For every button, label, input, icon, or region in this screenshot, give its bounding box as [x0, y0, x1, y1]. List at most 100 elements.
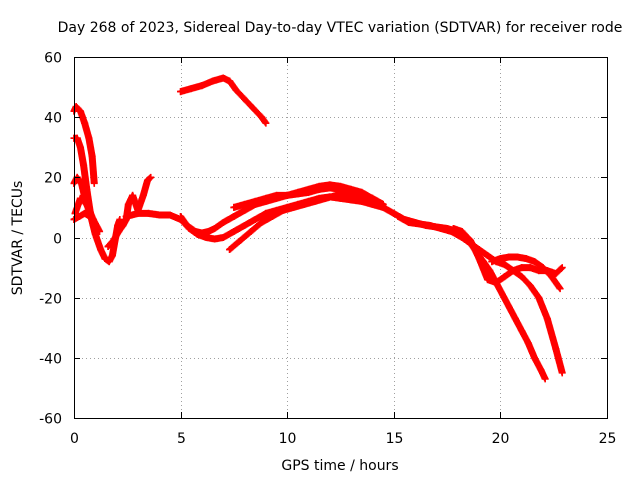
data-point: [305, 185, 313, 193]
data-point: [311, 197, 319, 205]
data-point: [558, 264, 566, 272]
data-point: [486, 267, 494, 275]
x-tick-label: 0: [70, 431, 79, 447]
data-point: [76, 143, 84, 151]
data-point: [449, 224, 457, 232]
y-tick-label: 0: [53, 232, 62, 248]
data-point: [155, 211, 163, 219]
data-point: [379, 200, 387, 208]
data-point: [241, 221, 249, 229]
data-point: [204, 227, 212, 235]
data-point: [77, 179, 85, 187]
data-point: [209, 77, 217, 85]
data-point: [177, 212, 185, 220]
data-point: [358, 188, 366, 196]
data-point: [116, 215, 124, 223]
data-point: [211, 235, 219, 243]
data-point: [247, 227, 255, 235]
data-point: [492, 279, 500, 287]
data-point: [511, 315, 519, 323]
data-point: [88, 152, 96, 160]
chart-title: Day 268 of 2023, Sidereal Day-to-day VTE…: [58, 20, 623, 36]
data-point: [290, 203, 298, 211]
data-point: [268, 212, 276, 220]
y-tick-label: 60: [44, 51, 62, 67]
data-point: [548, 273, 556, 281]
data-point: [226, 246, 234, 254]
data-point: [109, 237, 117, 245]
data-point: [76, 194, 84, 202]
x-tick-label: 15: [386, 431, 404, 447]
data-point: [124, 200, 132, 208]
data-point: [241, 200, 249, 208]
data-point: [458, 227, 466, 235]
data-point: [279, 206, 287, 214]
data-point: [539, 264, 547, 272]
data-point: [518, 264, 526, 272]
data-point: [354, 194, 362, 202]
data-point: [183, 221, 191, 229]
data-point: [294, 188, 302, 196]
series-arc-o: [488, 253, 564, 293]
data-point: [522, 255, 530, 263]
data-point: [518, 273, 526, 281]
data-point: [556, 285, 564, 293]
data-point: [518, 327, 526, 335]
data-point: [484, 276, 492, 284]
plot-area: [70, 74, 566, 383]
data-point: [368, 194, 376, 202]
data-point: [76, 107, 84, 115]
data-point: [230, 227, 238, 235]
data-point: [262, 209, 270, 217]
data-point: [80, 161, 88, 169]
series-arc-k: [177, 74, 270, 127]
data-point: [71, 209, 79, 217]
data-point: [526, 264, 534, 272]
data-point: [501, 261, 509, 269]
data-point: [251, 197, 259, 205]
data-point: [513, 253, 521, 261]
x-tick-label: 25: [599, 431, 617, 447]
x-tick-label: 10: [279, 431, 297, 447]
data-point: [81, 119, 89, 127]
data-point-band: [552, 345, 566, 376]
data-point: [119, 221, 127, 229]
data-point: [177, 88, 185, 96]
y-tick-label: 40: [44, 111, 62, 127]
data-point: [97, 246, 105, 254]
y-axis-label: SDTVAR / TECUs: [10, 181, 26, 296]
data-point: [129, 191, 137, 199]
series-arc-m: [394, 212, 566, 377]
data-point: [524, 339, 532, 347]
y-tick-label: 20: [44, 171, 62, 187]
data-point: [505, 253, 513, 261]
data-point: [134, 209, 142, 217]
data-point: [104, 243, 112, 251]
data-point: [83, 200, 91, 208]
x-axis-label: GPS time / hours: [281, 458, 398, 474]
data-point: [230, 212, 238, 220]
y-tick-label: -40: [39, 352, 62, 368]
data-point: [552, 270, 560, 278]
data-point: [241, 95, 249, 103]
data-point: [558, 369, 566, 377]
data-point: [273, 191, 281, 199]
data-point: [322, 194, 330, 202]
data-point: [337, 182, 344, 190]
data-point: [526, 282, 534, 290]
data-point: [251, 215, 259, 223]
data-point: [105, 258, 113, 266]
data-point: [219, 218, 227, 226]
data-point: [552, 345, 560, 353]
data-point: [89, 215, 97, 223]
data-point: [115, 227, 123, 235]
data-point: [81, 209, 89, 217]
data-point: [226, 77, 234, 85]
data-point: [258, 218, 266, 226]
data-point: [467, 237, 475, 245]
data-point: [258, 113, 266, 121]
data-point-band: [88, 152, 98, 186]
data-point: [262, 194, 270, 202]
data-point: [537, 366, 545, 374]
